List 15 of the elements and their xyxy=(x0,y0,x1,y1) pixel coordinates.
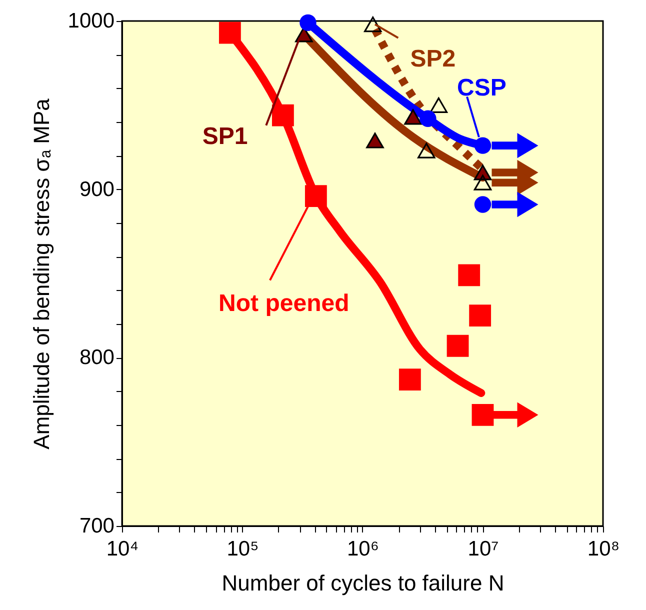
y-tick-label: 900 xyxy=(79,178,114,201)
series-label: CSP xyxy=(457,74,506,102)
x-tick-label: 10⁴ xyxy=(106,538,139,560)
legend-label: SP2 xyxy=(410,46,456,73)
x-tick-label: 10⁶ xyxy=(346,538,380,560)
x-tick-label: 10⁸ xyxy=(587,538,620,560)
y-tick-label: 700 xyxy=(79,514,114,538)
y-tick-label: 1000 xyxy=(68,10,114,32)
y-axis-title: Amplitude of bending stress σₐ MPa xyxy=(28,98,54,450)
x-tick-label: 10⁷ xyxy=(468,538,499,560)
y-tick-label: 800 xyxy=(79,346,114,370)
text: SP1 xyxy=(202,123,248,150)
text: Not peened xyxy=(218,290,350,317)
x-axis-title: Number of cycles to failure N xyxy=(222,570,504,596)
x-tick-label: 10⁵ xyxy=(226,538,259,560)
